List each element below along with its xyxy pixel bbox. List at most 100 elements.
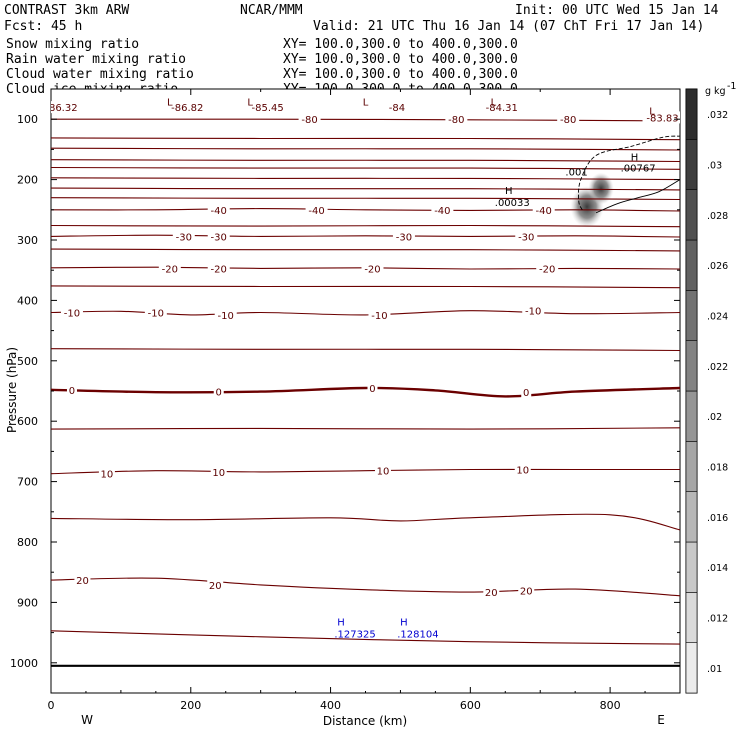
colorbar-swatch-8: [685, 239, 698, 291]
contour-label-35: 20: [209, 581, 222, 592]
init-time: Init: 00 UTC Wed 15 Jan 14: [515, 3, 719, 18]
contour-label-bg-35: [207, 578, 224, 591]
y-tick-label-500: 500: [17, 355, 38, 368]
contour-label-30: 10: [101, 470, 114, 481]
contour-label-11: -40: [434, 206, 450, 217]
temperature-contour--15: [51, 285, 680, 289]
contour-label-34: 20: [76, 576, 89, 587]
colorbar-label-9: .028: [707, 211, 728, 222]
contour-label-bg-27: [213, 385, 224, 398]
contour-label-bg-11: [431, 203, 454, 216]
contour-label-12: -40: [536, 206, 552, 217]
contour-label-6: -80: [301, 115, 317, 126]
temperature-contour--40: [51, 208, 680, 212]
temperature-contour-20: [51, 577, 680, 597]
contour-label-bg-7: [445, 113, 468, 126]
temperature-contour--30: [51, 234, 680, 238]
contour-label-26: 0: [69, 386, 75, 397]
contour-label-bg-22: [144, 306, 167, 319]
contour-label-bg-16: [515, 230, 538, 243]
contour-label-32: 10: [377, 467, 390, 478]
contour-label-20: -20: [539, 264, 555, 275]
contour-label-5: -83.83: [646, 113, 678, 124]
contour-label-bg-8: [557, 113, 580, 126]
contour-label-19: -20: [364, 264, 380, 275]
field-name-2: Cloud water mixing ratio: [6, 67, 194, 82]
contour-label-7: -80: [448, 115, 464, 126]
colorbar-swatch-2: [685, 541, 698, 593]
contour-label-18: -20: [211, 264, 227, 275]
colorbar-swatch-3: [685, 491, 698, 543]
colorbar-swatch-0: [685, 642, 698, 694]
contour-label-bg-32: [374, 464, 391, 477]
temperature-contour--75: [51, 137, 680, 141]
contour-label-bg-14: [207, 230, 230, 243]
contour-label-15: -30: [396, 232, 412, 243]
x-tick-label-200: 200: [180, 699, 201, 712]
colorbar-swatch-4: [685, 441, 698, 492]
extrema-label-1: L: [247, 97, 253, 108]
colorbar-swatch-5: [685, 390, 698, 442]
contour-label-bg-10: [305, 203, 328, 216]
y-tick-label-300: 300: [17, 234, 38, 247]
y-tick-label-700: 700: [17, 476, 38, 489]
forecast-hour: Fcst: 45 h: [4, 19, 82, 34]
contour-label-bg-15: [392, 230, 415, 243]
extrema-label-6: .00033: [495, 198, 530, 209]
contour-label-37: 20: [520, 586, 533, 597]
extrema-label-0: L: [167, 97, 173, 108]
west-direction-label: W: [81, 713, 93, 727]
temperature-contour--60: [51, 166, 680, 170]
contour-label-10: -40: [308, 206, 324, 217]
contour-label-bg-21: [60, 306, 83, 319]
contour-label-bg-6: [298, 113, 321, 126]
contour-label-bg-13: [172, 230, 195, 243]
colorbar-label-4: .018: [707, 463, 728, 474]
colorbar-units: g kg: [705, 86, 726, 97]
temperature-contour--50: [51, 187, 680, 191]
x-axis-title: Distance (km): [323, 714, 407, 728]
contour-label-bg-36: [483, 586, 500, 599]
contour-label-0: -86.32: [45, 103, 77, 114]
y-tick-label-600: 600: [17, 415, 38, 428]
contour-label-bg-12: [532, 203, 555, 216]
contour-label-21: -10: [64, 308, 80, 319]
temperature-contour--25: [51, 248, 680, 252]
x-tick-label-600: 600: [460, 699, 481, 712]
east-direction-label: E: [657, 713, 665, 727]
colorbar-label-5: .02: [707, 412, 722, 423]
x-tick-label-0: 0: [48, 699, 55, 712]
contour-label-bg-25: [522, 304, 545, 317]
temperature-contour--5: [51, 348, 680, 352]
model-title: CONTRAST 3km ARW: [4, 3, 129, 18]
field-xy-0: XY= 100.0,300.0 to 400.0,300.0: [283, 37, 518, 52]
contour-label-16: -30: [518, 232, 534, 243]
contour-label-17: -20: [162, 264, 178, 275]
colorbar-units-exponent: -1: [727, 81, 736, 92]
y-tick-label-1000: 1000: [10, 657, 38, 670]
y-tick-label-100: 100: [17, 113, 38, 126]
field-name-1: Rain water mixing ratio: [6, 52, 186, 67]
contour-label-bg-4: [481, 101, 522, 114]
field-xy-1: XY= 100.0,300.0 to 400.0,300.0: [283, 52, 518, 67]
extrema-label-13: .128104: [397, 629, 438, 640]
contour-label-bg-28: [367, 381, 378, 394]
center-title: NCAR/MMM: [240, 3, 303, 18]
contour-label-29: 0: [523, 388, 529, 399]
temperature-contour--35: [51, 224, 680, 228]
y-tick-label-400: 400: [17, 294, 38, 307]
snow-maximum-1: [588, 172, 614, 205]
temperature-contour--70: [51, 147, 680, 151]
contour-label-36: 20: [485, 588, 498, 599]
colorbar-label-8: .026: [707, 261, 728, 272]
contour-label-23: -10: [218, 311, 234, 322]
colorbar-swatch-7: [685, 290, 698, 341]
extrema-label-11: .127325: [334, 629, 375, 640]
temperature-contour-5: [51, 427, 680, 430]
colorbar-label-1: .012: [707, 614, 728, 625]
contour-label-bg-18: [207, 262, 230, 275]
colorbar-swatch-1: [685, 592, 698, 643]
contour-label-bg-31: [210, 465, 227, 478]
contour-label-bg-20: [536, 262, 559, 275]
contour-label-9: -40: [211, 206, 227, 217]
